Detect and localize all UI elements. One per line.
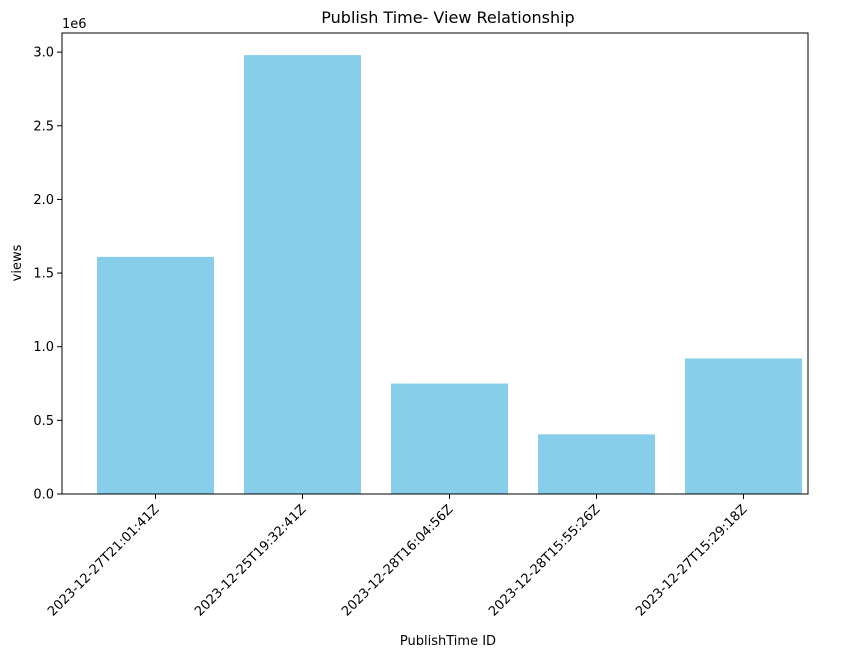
y-tick-label-4: 2.0: [33, 193, 54, 208]
y-tick-label-6: 3.0: [33, 46, 54, 61]
y-axis-offset-label: 1e6: [62, 17, 87, 32]
y-tick-label-5: 2.5: [33, 119, 54, 134]
x-tick-label-4: 2023-12-27T15:29:18Z: [633, 502, 750, 619]
bar-1: [244, 55, 361, 494]
bar-4: [685, 358, 802, 494]
bar-0: [97, 256, 214, 494]
y-tick-label-0: 0.0: [33, 488, 54, 503]
x-tick-label-1: 2023-12-25T19:32:41Z: [192, 502, 309, 619]
chart-title: Publish Time- View Relationship: [321, 8, 574, 27]
x-axis: 2023-12-27T21:01:41Z 2023-12-25T19:32:41Z…: [45, 494, 750, 619]
bar-3: [538, 434, 655, 494]
y-axis: 0.0 0.5 1.0 1.5 2.0 2.5 3.0: [33, 46, 62, 503]
plot-frame: [61, 32, 809, 495]
bars-group: [97, 55, 802, 494]
y-tick-label-3: 1.5: [33, 267, 54, 282]
x-tick-label-0: 2023-12-27T21:01:41Z: [45, 502, 162, 619]
x-tick-label-3: 2023-12-28T15:55:26Z: [486, 502, 603, 619]
y-axis-label: views: [10, 244, 25, 281]
bar-2: [391, 383, 508, 494]
y-tick-label-1: 0.5: [33, 414, 54, 429]
x-axis-label: PublishTime ID: [400, 634, 496, 649]
y-tick-label-2: 1.0: [33, 340, 54, 355]
x-tick-label-2: 2023-12-28T16:04:56Z: [339, 502, 456, 619]
